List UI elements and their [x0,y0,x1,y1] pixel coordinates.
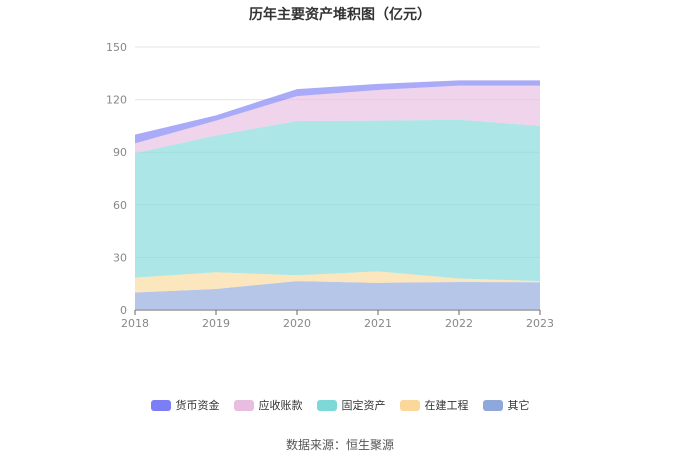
legend-label: 货币资金 [175,399,220,412]
y-tick-label: 0 [120,304,127,317]
y-tick-label: 90 [113,146,127,159]
area-其它 [135,281,540,310]
y-tick-label: 150 [106,41,127,54]
legend-label: 在建工程 [424,399,469,412]
chart-title: 历年主要资产堆积图（亿元） [249,7,431,23]
x-tick-label: 2023 [526,317,554,330]
legend-swatch [399,399,420,411]
area-货币资金 [135,80,540,144]
legend-swatch [233,399,254,411]
legend-swatch [150,399,171,411]
x-tick-label: 2022 [445,317,473,330]
area-在建工程 [135,271,540,293]
legend-label: 应收账款 [258,399,303,412]
area-固定资产 [135,119,540,282]
legend-swatch [482,399,503,411]
legend-label: 其它 [507,399,530,412]
legend-label: 固定资产 [341,399,386,412]
legend-item[interactable]: 货币资金 [150,397,220,413]
y-tick-label: 120 [106,94,127,107]
y-tick-label: 60 [113,199,127,212]
chart-legend: 货币资金 应收账款 固定资产 在建工程 其它 [0,397,680,413]
legend-item[interactable]: 应收账款 [233,397,303,413]
legend-item[interactable]: 其它 [482,397,530,413]
x-tick-label: 2018 [121,317,149,330]
legend-item[interactable]: 固定资产 [316,397,386,413]
x-tick-label: 2019 [202,317,230,330]
legend-item[interactable]: 在建工程 [399,397,469,413]
x-tick-label: 2021 [364,317,392,330]
y-tick-label: 30 [113,251,127,264]
legend-swatch [316,399,337,411]
data-source-note: 数据来源：恒生聚源 [285,438,394,452]
area-应收账款 [135,85,540,154]
x-tick-label: 2020 [283,317,311,330]
